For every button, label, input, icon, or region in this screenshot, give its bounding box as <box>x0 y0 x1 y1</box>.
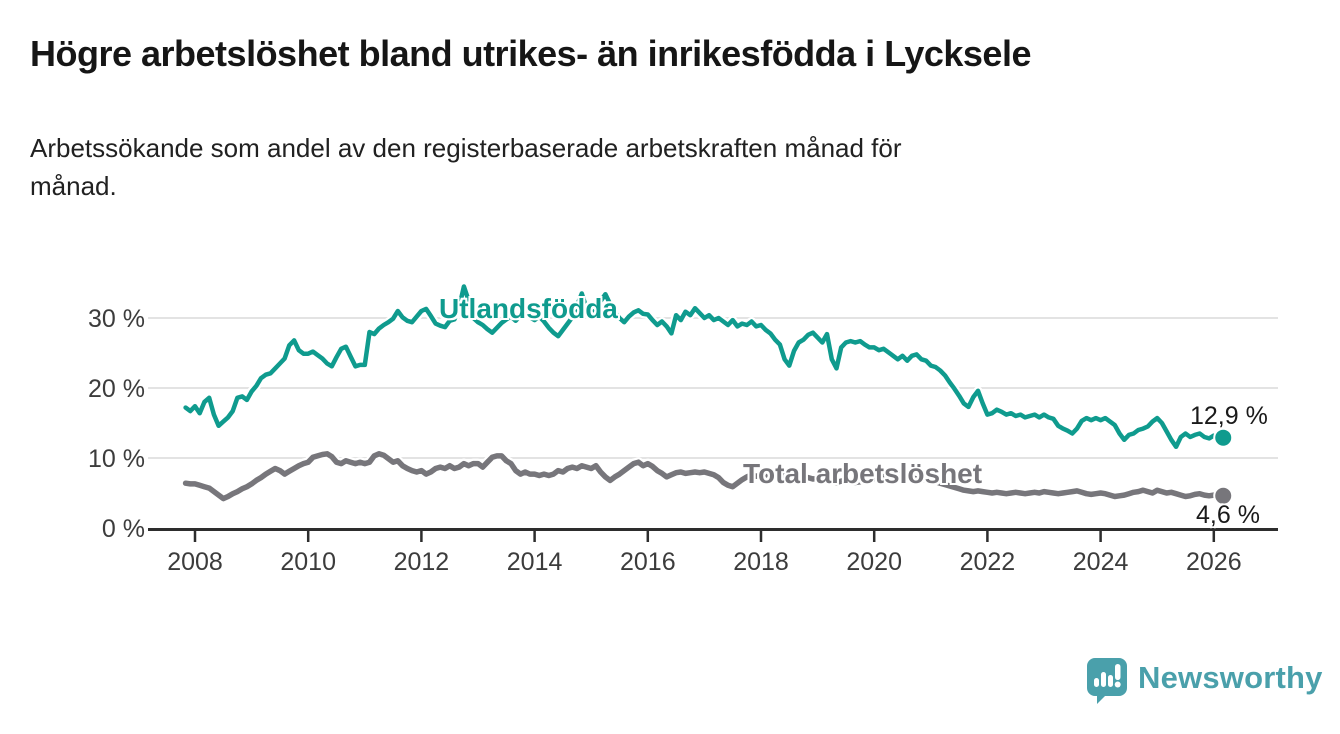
x-axis-tick-label: 2010 <box>280 548 336 576</box>
x-axis-tick-label: 2008 <box>167 548 223 576</box>
page-title: Högre arbetslöshet bland utrikes- än inr… <box>30 33 1031 74</box>
series-line-total <box>182 451 1226 502</box>
y-axis-tick-label: 20 % <box>88 375 145 403</box>
x-axis-tick-label: 2020 <box>846 548 902 576</box>
series-label-utlandsfodda: Utlandsfödda <box>439 293 618 324</box>
page-subtitle-line1: Arbetssökande som andel av den registerb… <box>30 133 902 163</box>
x-axis-tick-label: 2022 <box>960 548 1016 576</box>
x-axis-tick-label: 2018 <box>733 548 789 576</box>
brand-name: Newsworthy <box>1138 660 1323 695</box>
series-end-dot-total <box>1213 485 1234 506</box>
x-axis-tick-label: 2016 <box>620 548 676 576</box>
series-end-dot-utlandsfodda <box>1213 427 1234 448</box>
y-axis-tick-label: 0 % <box>102 515 145 543</box>
newsworthy-logo: Newsworthy <box>1086 657 1323 705</box>
x-axis-tick-label: 2014 <box>507 548 563 576</box>
series-label-total-arbetsloshet: Total arbetslöshet <box>743 458 983 489</box>
x-axis-tick-label: 2026 <box>1186 548 1242 576</box>
x-axis-tick-label: 2024 <box>1073 548 1129 576</box>
newsworthy-bubble-chart-icon <box>1086 657 1128 705</box>
y-axis-tick-label: 10 % <box>88 445 145 473</box>
page-subtitle-line2: månad. <box>30 171 117 201</box>
x-axis-tick-label: 2012 <box>394 548 450 576</box>
series-casing <box>181 282 1228 452</box>
end-value-label-total: 4,6 % <box>1196 501 1260 529</box>
end-value-label-utlandsfodda: 12,9 % <box>1190 402 1268 430</box>
y-axis-tick-label: 30 % <box>88 305 145 333</box>
series-line-utlandsfodda <box>183 284 1226 450</box>
